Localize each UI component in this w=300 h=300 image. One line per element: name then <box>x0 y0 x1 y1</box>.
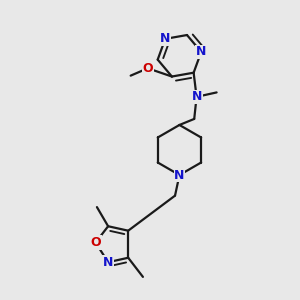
Text: N: N <box>191 90 202 103</box>
Text: N: N <box>103 256 113 269</box>
Text: N: N <box>174 169 184 182</box>
Text: N: N <box>196 45 206 58</box>
Text: N: N <box>160 32 170 45</box>
Text: O: O <box>90 236 101 249</box>
Text: O: O <box>142 62 153 75</box>
